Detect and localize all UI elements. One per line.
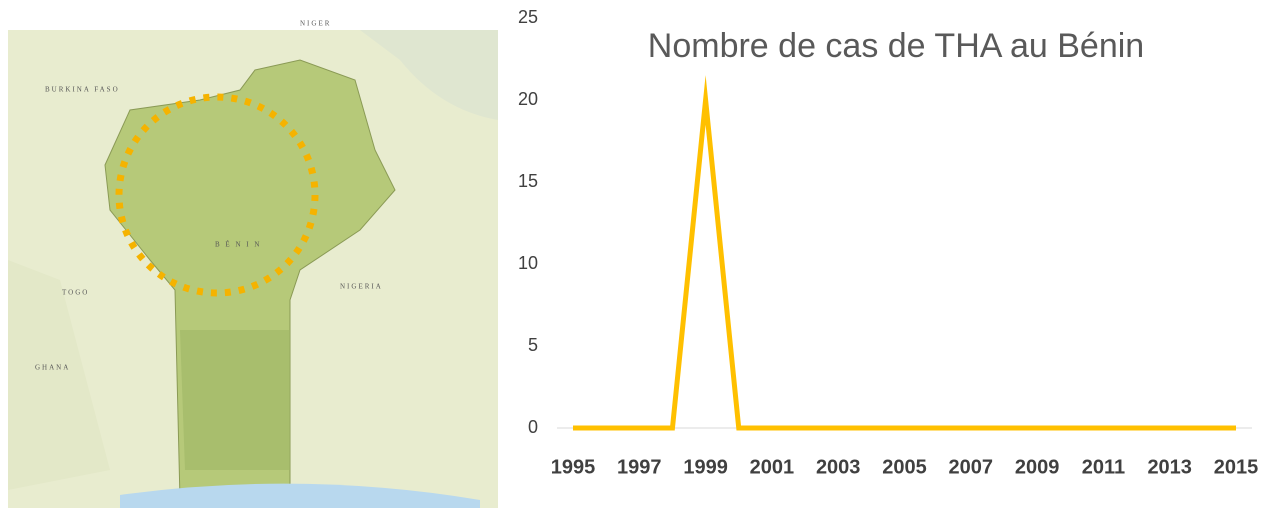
slide: NIGER BURKINA FASO NIGERIA TOGO GHANA B …: [0, 0, 1264, 511]
map-forest: [180, 330, 290, 470]
x-tick-label: 2005: [882, 456, 927, 478]
y-tick-label: 0: [528, 417, 538, 437]
map-label: NIGERIA: [340, 283, 383, 291]
x-tick-label: 2013: [1147, 456, 1192, 478]
y-tick-label: 10: [518, 253, 538, 273]
x-tick-label: 1997: [617, 456, 662, 478]
x-tick-label: 2009: [1015, 456, 1060, 478]
map-label: BURKINA FASO: [45, 86, 120, 94]
y-tick-label: 25: [518, 7, 538, 27]
x-tick-label: 2015: [1214, 456, 1259, 478]
x-tick-label: 1995: [551, 456, 596, 478]
y-tick-label: 20: [518, 89, 538, 109]
map-label: B É N I N: [215, 241, 261, 249]
data-line: [573, 100, 1236, 428]
x-tick-label: 1999: [683, 456, 728, 478]
x-tick-label: 2011: [1082, 456, 1125, 478]
map-label: NIGER: [300, 20, 331, 28]
chart-title: Nombre de cas de THA au Bénin: [648, 27, 1144, 65]
x-tick-label: 2003: [816, 456, 861, 478]
y-tick-label: 5: [528, 335, 538, 355]
map: NIGER BURKINA FASO NIGERIA TOGO GHANA B …: [8, 20, 498, 508]
y-tick-label: 15: [518, 171, 538, 191]
map-label: TOGO: [62, 289, 89, 297]
map-label: GHANA: [35, 364, 70, 372]
x-tick-label: 2001: [750, 456, 795, 478]
x-tick-label: 2007: [949, 456, 994, 478]
